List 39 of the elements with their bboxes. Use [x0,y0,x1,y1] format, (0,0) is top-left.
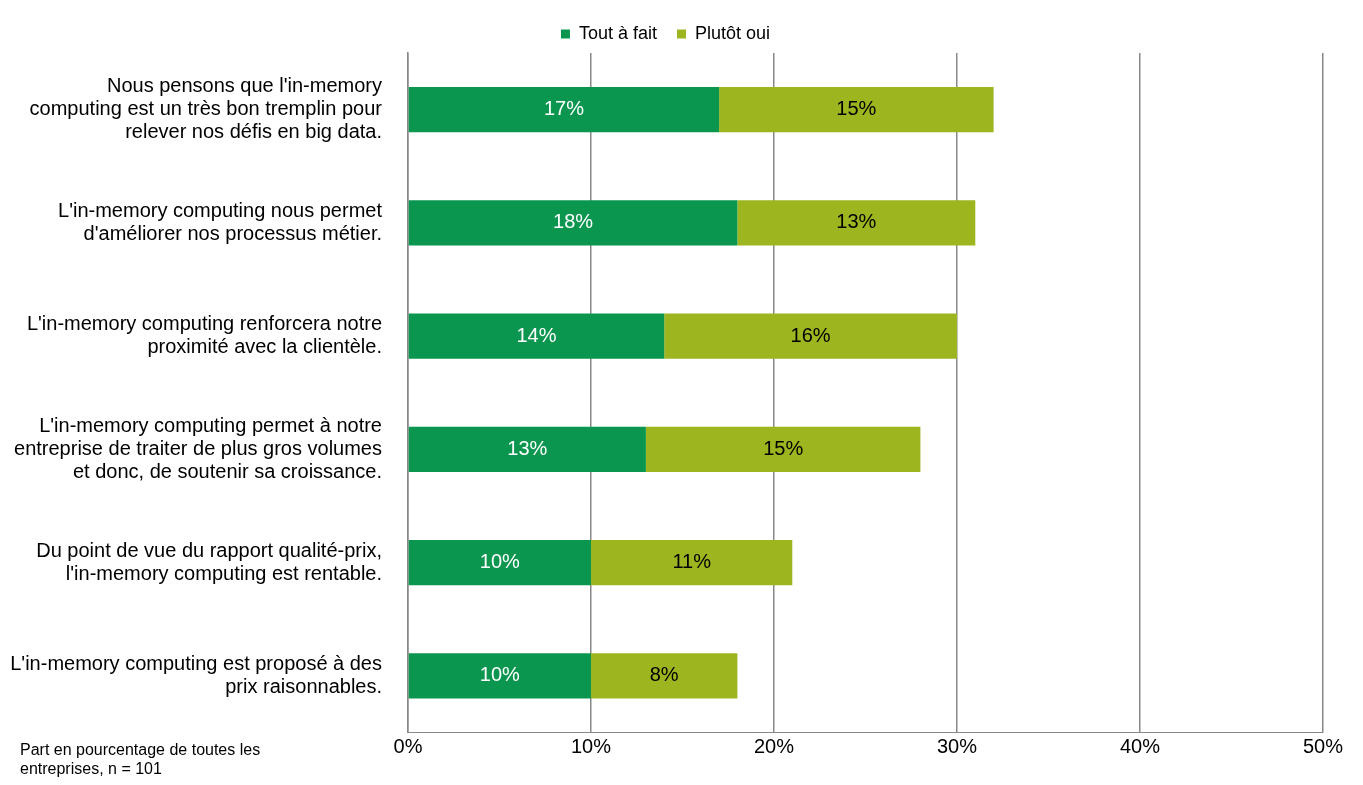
data-label: 16% [790,323,831,346]
legend-label: Plutôt oui [695,22,771,43]
x-tick-label: 30% [936,735,978,758]
x-tick-label: 10% [570,735,612,758]
x-tick-label: 50% [1302,735,1344,758]
data-label: 18% [553,210,594,233]
bar [664,313,957,359]
data-label: 10% [479,550,521,573]
bar [645,426,921,473]
y-tick-label: L'in-memory computing renforcera notre proximité avec la clientèle. [26,312,382,358]
data-label: 15% [836,97,877,120]
text: Part en pourcentage de toutes les entreprises, n = 101 [20,741,261,777]
data-label: 17% [543,97,585,120]
y-tick-label: Du point de vue du rapport qualité-prix, l'in-memory computing est rentable. [36,538,382,584]
bar [408,426,646,473]
bar [408,539,591,586]
data-label: 11% [672,550,712,573]
data-label: 14% [516,323,557,346]
data-label: 13% [507,436,548,459]
data-label: 13% [836,210,877,233]
bar [591,653,738,699]
y-tick-label: L'in-memory computing nous permet d'améliorer nos processus métier. [58,198,383,244]
bar [591,539,793,586]
y-tick-label: L'in-memory computing permet à notre entreprise de traiter de plus gros volumes et donc, de soutenir sa croissance. [14,413,382,482]
bar [408,86,720,133]
bar [408,653,591,699]
data-label: 15% [763,436,804,459]
x-tick-label: 0% [393,735,423,758]
bar [408,200,738,246]
data-label: 10% [479,663,521,686]
legend-label: Tout à fait [578,22,657,43]
data-label: 8% [649,663,679,686]
bar [719,86,994,133]
y-tick-label: Nous pensons que l'in-memory computing est un très bon tremplin pour relever nos défis en big data. [29,74,383,143]
x-tick-label: 20% [753,735,795,758]
x-tick-label: 40% [1119,735,1161,758]
bar [737,200,976,246]
bar [408,313,665,359]
y-tick-label: L'in-memory computing est proposé à des prix raisonnables. [10,651,382,697]
